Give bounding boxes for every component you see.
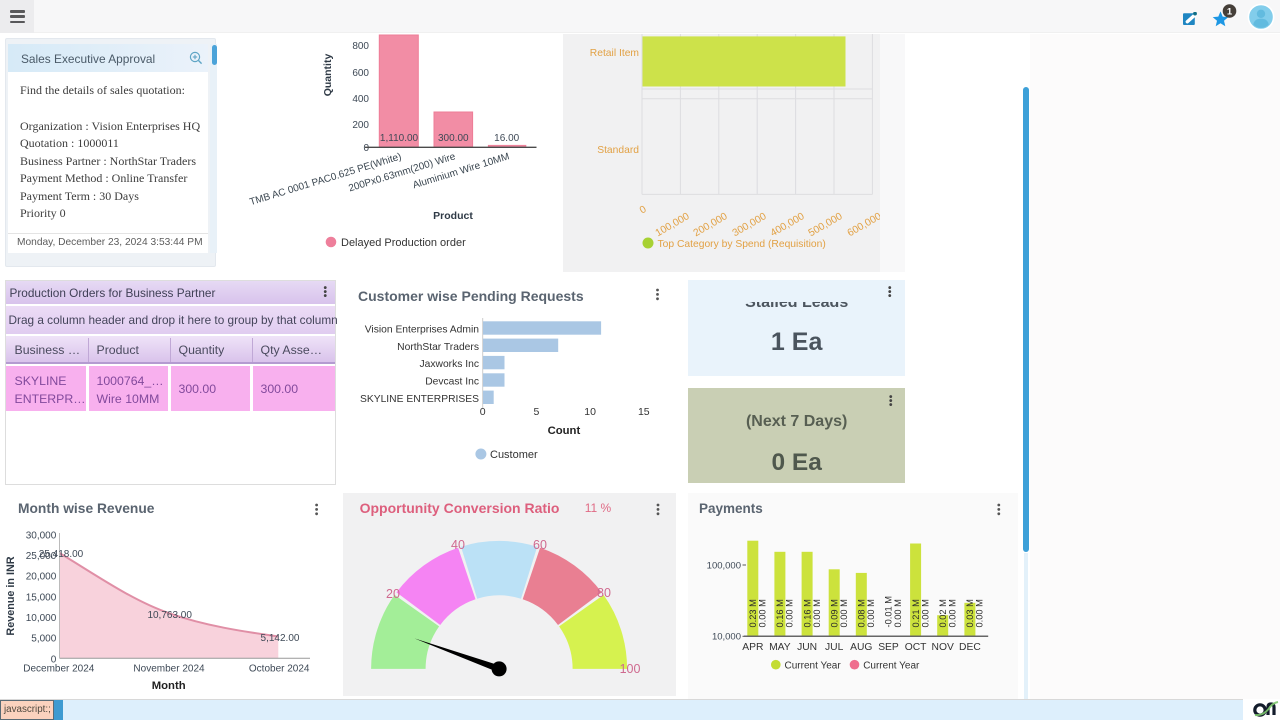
svg-text:15,000: 15,000 [25,592,56,603]
svg-text:10,763.00: 10,763.00 [147,610,192,621]
svg-text:1: 1 [1227,7,1233,18]
svg-text:NOV: NOV [932,642,954,653]
svg-text:Retail Item: Retail Item [590,48,639,59]
svg-text:October 2024: October 2024 [248,664,309,675]
svg-text:10,000: 10,000 [25,613,56,624]
svg-text:0.00 M: 0.00 M [948,599,958,627]
svg-text:600: 600 [352,68,369,79]
svg-text:30,000: 30,000 [25,530,56,541]
svg-text:20,000: 20,000 [25,572,56,583]
svg-text:600,000: 600,000 [846,211,880,239]
svg-text:Payments: Payments [699,501,763,516]
svg-text:0.02 M: 0.02 M [938,599,948,627]
svg-text:0.00 M: 0.00 M [920,599,930,627]
svg-text:20: 20 [386,587,400,601]
svg-text:25,000: 25,000 [25,551,56,562]
svg-text:10: 10 [584,406,596,418]
svg-text:Count: Count [548,425,581,437]
svg-text:10,000: 10,000 [712,632,741,643]
svg-text:DEC: DEC [959,642,981,653]
svg-text:0.21 M: 0.21 M [911,599,921,627]
svg-text:Month wise Revenue: Month wise Revenue [18,501,155,516]
svg-text:15: 15 [638,406,650,418]
svg-text:0.09 M: 0.09 M [829,599,839,627]
svg-text:November 2024: November 2024 [133,664,205,675]
svg-text:0.00 M: 0.00 M [975,599,985,627]
svg-text:SKYLINE ENTERPRISES: SKYLINE ENTERPRISES [360,394,479,405]
svg-text:100,000: 100,000 [654,211,692,239]
svg-text:0.00 M: 0.00 M [839,599,849,627]
svg-text:5,142.00: 5,142.00 [260,633,299,644]
svg-text:Current Year: Current Year [863,661,920,672]
svg-text:800: 800 [352,41,369,52]
svg-text:JUL: JUL [825,642,844,653]
svg-text:0: 0 [363,143,369,154]
svg-text:APR: APR [742,642,763,653]
svg-text:Quantity: Quantity [322,54,334,97]
svg-text:Devcast Inc: Devcast Inc [425,377,479,388]
svg-text:80: 80 [597,586,611,600]
svg-text:Aluminium Wire 10MM: Aluminium Wire 10MM [411,151,510,191]
svg-text:JUN: JUN [797,642,817,653]
svg-text:0.08 M: 0.08 M [857,599,867,627]
svg-text:200: 200 [352,120,369,131]
svg-text:11 %: 11 % [584,501,611,515]
svg-text:Product: Product [433,210,473,222]
svg-text:60: 60 [533,538,547,552]
svg-text:MAY: MAY [769,642,791,653]
svg-text:0.16 M: 0.16 M [802,599,812,627]
svg-text:400,000: 400,000 [769,211,807,239]
svg-text:0: 0 [480,406,486,418]
svg-text:Vision Enterprises Admin: Vision Enterprises Admin [365,325,480,336]
svg-text:AUG: AUG [850,642,872,653]
svg-text:Delayed Production order: Delayed Production order [341,237,466,249]
svg-text:1,110.00: 1,110.00 [380,133,419,144]
svg-text:300.00: 300.00 [438,133,469,144]
svg-text:0.00 M: 0.00 M [785,599,795,627]
svg-text:0.00 M: 0.00 M [758,599,768,627]
svg-text:500,000: 500,000 [807,211,845,239]
svg-text:SEP: SEP [878,642,899,653]
svg-text:-0.01 M: -0.01 M [884,596,894,628]
svg-text:OCT: OCT [905,642,927,653]
svg-text:0.00 M: 0.00 M [866,599,876,627]
svg-text:Opportunity Conversion Ratio: Opportunity Conversion Ratio [359,500,559,516]
svg-text:0: 0 [50,654,56,665]
svg-text:December 2024: December 2024 [23,664,95,675]
svg-text:0.16 M: 0.16 M [775,599,785,627]
svg-text:16.00: 16.00 [494,133,519,144]
svg-text:5: 5 [533,406,539,418]
svg-text:100,000: 100,000 [707,561,741,572]
svg-text:200,000: 200,000 [692,211,730,239]
svg-text:100: 100 [619,662,640,676]
svg-text:5,000: 5,000 [31,634,56,645]
svg-text:0.00 M: 0.00 M [812,599,822,627]
svg-text:Month: Month [151,680,185,692]
svg-text:0: 0 [638,204,649,217]
svg-text:Standard: Standard [597,145,639,156]
svg-text:Customer: Customer [490,449,538,461]
svg-text:Jaxworks Inc: Jaxworks Inc [419,359,479,370]
svg-text:Top Category by Spend (Requisi: Top Category by Spend (Requisition) [658,239,826,250]
svg-text:Current Year: Current Year [785,661,842,672]
svg-text:40: 40 [451,538,465,552]
svg-text:NorthStar Traders: NorthStar Traders [397,342,479,353]
svg-text:0.23 M: 0.23 M [748,599,758,627]
svg-text:300,000: 300,000 [731,211,769,239]
svg-text:0.03 M: 0.03 M [965,599,975,627]
svg-text:Customer wise Pending Requests: Customer wise Pending Requests [358,288,584,304]
svg-text:Revenue in INR: Revenue in INR [5,556,17,635]
svg-text:400: 400 [352,94,369,105]
svg-text:0.00 M: 0.00 M [893,599,903,627]
svg-text:25,418.00: 25,418.00 [38,549,83,560]
